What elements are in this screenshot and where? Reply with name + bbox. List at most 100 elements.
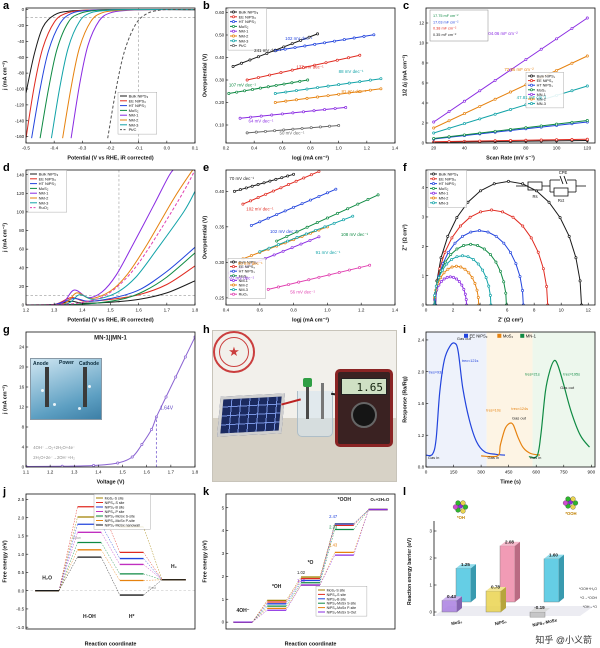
svg-text:Bulk NiPS₃: Bulk NiPS₃ [39, 172, 59, 177]
svg-text:1.8: 1.8 [192, 469, 199, 474]
svg-text:8: 8 [422, 61, 425, 66]
bubble [41, 389, 44, 392]
svg-text:0.78: 0.78 [491, 584, 500, 589]
svg-text:0.40: 0.40 [215, 55, 224, 60]
chart-i: 0 150 300 450 600 750 900 0.8 1.2 1.6 2.0 2.4 Time (… [403, 331, 596, 486]
svg-text:-120: -120 [15, 102, 25, 107]
svg-text:1.25: 1.25 [461, 562, 470, 567]
svg-text:5: 5 [222, 505, 225, 510]
svg-text:MoS₂-S site: MoS₂-S site [105, 497, 124, 501]
svg-text:1.2: 1.2 [418, 433, 425, 438]
svg-text:4: 4 [22, 445, 25, 450]
svg-text:EE NiPS₃: EE NiPS₃ [129, 98, 147, 103]
plot-frame [425, 169, 596, 306]
svg-text:*O: *O [308, 560, 314, 566]
svg-text:102 mV dec⁻¹: 102 mV dec⁻¹ [285, 36, 313, 41]
chart-a: -0.5 -0.4 -0.3 -0.2 -0.1 0.0 0.1 -160 -140 -120 -1… [3, 7, 199, 161]
svg-text:-0.19: -0.19 [534, 605, 545, 610]
svg-text:j (mA cm⁻²): j (mA cm⁻²) [3, 385, 9, 415]
svg-text:2: 2 [422, 244, 425, 249]
svg-text:0.6: 0.6 [257, 307, 264, 312]
svg-text:1.0: 1.0 [324, 307, 331, 312]
svg-text:1.3: 1.3 [71, 469, 78, 474]
svg-text:trec≈124s: trec≈124s [511, 407, 528, 411]
svg-text:-0.5: -0.5 [22, 145, 30, 150]
chart-d: 1.2 1.3 1.4 1.5 1.6 1.7 1.8 0 20 40 60 80 100 120 140 P… [3, 169, 199, 324]
svg-text:-140: -140 [15, 118, 25, 123]
svg-text:NiPS₃-MoSx S-site: NiPS₃-MoSx S-site [105, 515, 135, 519]
svg-text:0.35: 0.35 [215, 224, 224, 229]
svg-text:12: 12 [19, 405, 25, 410]
svg-text:2: 2 [452, 307, 455, 312]
svg-text:j (mA cm⁻²): j (mA cm⁻²) [3, 223, 9, 253]
chart-e: 0.4 0.6 0.8 1.0 1.2 1.4 0.25 0.30 0.35 0.40 logj (… [203, 169, 399, 324]
svg-text:-100: -100 [15, 87, 25, 92]
svg-text:8: 8 [22, 425, 25, 430]
svg-text:10: 10 [419, 41, 425, 46]
svg-text:0.35 mF cm⁻²: 0.35 mF cm⁻² [433, 33, 457, 37]
molecule-atom [562, 500, 569, 506]
plot-frame [25, 331, 196, 468]
svg-text:-40: -40 [18, 39, 25, 44]
svg-text:logj (mA cm⁻²): logj (mA cm⁻²) [292, 318, 329, 324]
series-NM-3 [26, 191, 195, 305]
svg-text:0: 0 [422, 303, 425, 308]
chart-l: 0 1 2 3 Reaction energy barrier (eV) 1.25 2.08… [407, 496, 597, 628]
svg-text:900: 900 [587, 469, 595, 474]
series-MN-1||MN-1 [26, 336, 195, 467]
svg-text:*OOH: *OOH [338, 497, 352, 503]
svg-text:-20: -20 [18, 23, 25, 28]
svg-text:EE NiPS₃: EE NiPS₃ [470, 334, 488, 339]
legend-box [227, 257, 266, 299]
bar [441, 600, 458, 613]
svg-text:107 mV dec⁻¹: 107 mV dec⁻¹ [229, 82, 257, 87]
svg-text:450: 450 [505, 469, 513, 474]
rct-resistor [553, 187, 569, 197]
svg-text:-0.5: -0.5 [16, 607, 24, 612]
svg-text:0: 0 [22, 465, 25, 470]
panel-letter: f [403, 162, 407, 174]
svg-text:NiPS₃-P site: NiPS₃-P site [105, 510, 125, 514]
svg-text:NM-3: NM-3 [239, 288, 248, 292]
stamp-inner-ring: ★ [219, 337, 249, 367]
svg-text:17.03 mF cm⁻²: 17.03 mF cm⁻² [433, 20, 459, 24]
series-group [432, 179, 583, 305]
svg-text:tres≈93s: tres≈93s [429, 370, 444, 374]
series-NM-3 [50, 9, 195, 139]
svg-text:Slow: Slow [72, 536, 80, 540]
molecule-atom [455, 500, 461, 506]
anode-electrode [45, 367, 49, 407]
svg-text:1.7: 1.7 [168, 469, 175, 474]
svg-text:1.64V: 1.64V [160, 406, 174, 412]
svg-text:Reaction coordinate: Reaction coordinate [285, 642, 337, 648]
chart-b: 0.2 0.4 0.6 0.8 1.0 1.2 1.4 0.10 0.20 0.30 0.40 0.5… [203, 7, 399, 162]
svg-text:Bulk NiPS₃: Bulk NiPS₃ [537, 75, 556, 79]
svg-text:16: 16 [19, 385, 25, 390]
svg-text:0.5: 0.5 [18, 570, 25, 575]
svg-text:0.30: 0.30 [215, 78, 224, 83]
inset-box [429, 9, 489, 42]
svg-text:MN-1||MN-1: MN-1||MN-1 [94, 336, 127, 342]
svg-text:0.0: 0.0 [164, 145, 171, 150]
svg-text:1.0: 1.0 [18, 552, 25, 557]
svg-text:H₂: H₂ [171, 564, 177, 570]
svg-text:2: 2 [422, 121, 425, 126]
svg-text:Rct: Rct [558, 198, 565, 203]
svg-text:12: 12 [419, 21, 425, 26]
svg-text:0: 0 [430, 610, 433, 615]
series-NM-2 [26, 170, 194, 305]
panel-letter: e [203, 162, 210, 174]
svg-text:300: 300 [477, 469, 485, 474]
svg-text:0.8: 0.8 [307, 145, 314, 150]
svg-text:0.0: 0.0 [18, 588, 25, 593]
svg-text:-0.3: -0.3 [78, 145, 86, 150]
svg-text:6: 6 [422, 81, 425, 86]
svg-text:56 mV dec⁻¹: 56 mV dec⁻¹ [290, 290, 315, 295]
plot-frame [225, 169, 396, 306]
svg-text:0.43: 0.43 [447, 594, 456, 599]
svg-text:3: 3 [222, 551, 225, 556]
power-label: Power [59, 360, 75, 366]
svg-text:NM-2: NM-2 [239, 34, 250, 39]
svg-text:Reaction coordinate: Reaction coordinate [85, 642, 137, 648]
